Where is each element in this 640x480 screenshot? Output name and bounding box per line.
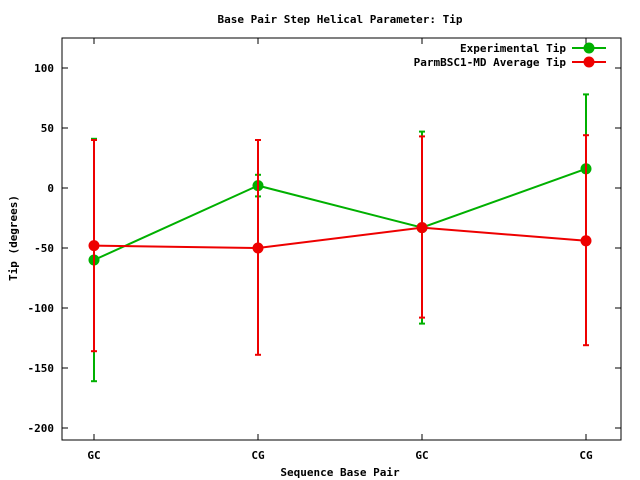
legend-marker-experimental: [583, 42, 595, 54]
y-axis-label: Tip (degrees): [7, 195, 20, 281]
y-axis: 100 50 0 -50 -100 -150 -200: [28, 62, 621, 435]
y-tick-label: -150: [28, 362, 55, 375]
y-tick-label: 100: [34, 62, 54, 75]
series-parmbsc1: [88, 134, 592, 356]
y-tick-label: 0: [47, 182, 54, 195]
series-line-parmbsc1: [93, 226, 587, 250]
x-tick-label: CG: [579, 449, 593, 462]
data-point-parmbsc1: [252, 242, 264, 254]
data-point-parmbsc1: [580, 235, 592, 247]
x-axis-label: Sequence Base Pair: [280, 466, 400, 479]
x-tick-label: GC: [87, 449, 100, 462]
y-tick-label: -100: [28, 302, 55, 315]
legend-label-experimental: Experimental Tip: [460, 42, 566, 55]
y-tick-label: 50: [41, 122, 54, 135]
x-axis: GC CG GC CG: [87, 38, 593, 462]
legend-label-parmbsc1: ParmBSC1-MD Average Tip: [414, 56, 567, 69]
x-tick-label: GC: [415, 449, 428, 462]
y-tick-label: -50: [34, 242, 54, 255]
y-tick-label: -200: [28, 422, 55, 435]
x-tick-label: CG: [251, 449, 265, 462]
plot-frame: [61, 37, 622, 441]
data-point-parmbsc1: [416, 222, 428, 234]
series-layer: [88, 93, 592, 383]
legend-marker-parmbsc1: [583, 56, 595, 68]
data-point-parmbsc1: [88, 240, 100, 252]
chart-title: Base Pair Step Helical Parameter: Tip: [217, 13, 462, 26]
series-line-experimental: [93, 167, 587, 261]
